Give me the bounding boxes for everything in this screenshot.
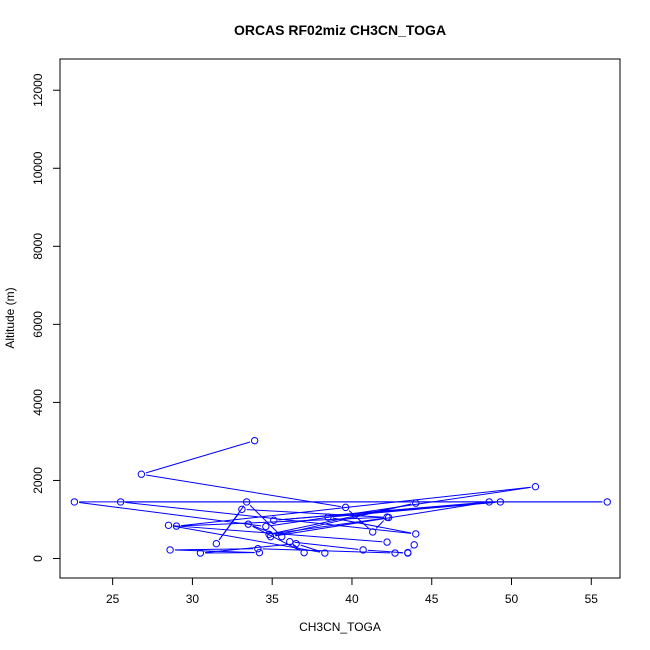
data-point [212,539,221,548]
data-point [172,522,181,530]
series-segment [294,541,359,550]
data-point [292,539,300,548]
series-segment [173,525,321,553]
series-segment [367,549,404,554]
series-segment [181,486,531,527]
series-layer [70,436,611,557]
series-segment [249,504,279,534]
series-segment [173,525,383,543]
data-point [300,548,308,557]
y-axis-label: Altitude (m) [3,287,17,348]
y-tick-label: 12000 [31,73,45,107]
data-point [369,528,377,536]
series-segment [300,544,321,553]
data-point [196,549,205,557]
series-segment [262,548,391,554]
series-segment [145,441,251,474]
chart-title: ORCAS RF02miz CH3CN_TOGA [234,22,446,38]
data-point [116,498,125,506]
data-point [410,541,418,549]
data-point [250,436,259,445]
data-point [341,503,350,512]
data-point [137,470,146,478]
x-tick-label: 50 [505,592,519,606]
series-segment [275,502,485,537]
data-point [266,532,275,541]
data-point [359,546,367,554]
data-point [254,545,262,553]
data-point [278,532,286,541]
data-point [262,522,270,531]
x-tick-label: 25 [106,592,120,606]
x-tick-label: 45 [425,592,439,606]
series-segment [273,503,412,534]
series-segment [146,474,341,508]
data-point [242,498,251,506]
data-point [166,546,174,554]
data-point [255,548,264,557]
y-tick-label: 10000 [31,151,45,185]
data-point [70,498,79,506]
data-point [412,530,420,538]
data-point [324,513,332,521]
data-point [485,498,493,506]
series-segment [205,543,292,554]
data-point [286,538,294,546]
data-point [603,498,611,506]
data-point [412,499,420,507]
data-point [391,549,399,557]
y-tick-label: 0 [31,555,45,562]
x-tick-label: 40 [345,592,359,606]
series-segment [125,501,412,534]
data-point [383,538,391,546]
y-tick-label: 4000 [31,389,45,416]
data-point [404,548,412,557]
series-segment [79,502,262,527]
x-tick-label: 55 [585,592,599,606]
x-axis-label: CH3CN_TOGA [299,620,381,634]
data-point [321,549,329,557]
series-segment [246,509,384,518]
y-axis: 0 2000 4000 6000 8000 10000 12000 [31,73,61,562]
data-point [496,498,505,506]
data-point [265,530,273,538]
data-point [531,482,540,491]
series-segment [332,517,412,534]
series-segment [252,525,301,551]
x-tick-label: 30 [186,592,200,606]
series-segment [375,520,385,529]
x-tick-label: 35 [266,592,280,606]
y-tick-label: 8000 [31,233,45,260]
data-point [270,516,278,524]
data-point [244,520,252,528]
y-tick-label: 6000 [31,311,45,338]
data-point [164,521,173,530]
series-segment [273,517,384,535]
y-tick-label: 2000 [31,467,45,494]
data-point [238,505,246,514]
data-point [384,513,393,522]
x-axis: 25 30 35 40 45 50 55 [106,577,599,606]
